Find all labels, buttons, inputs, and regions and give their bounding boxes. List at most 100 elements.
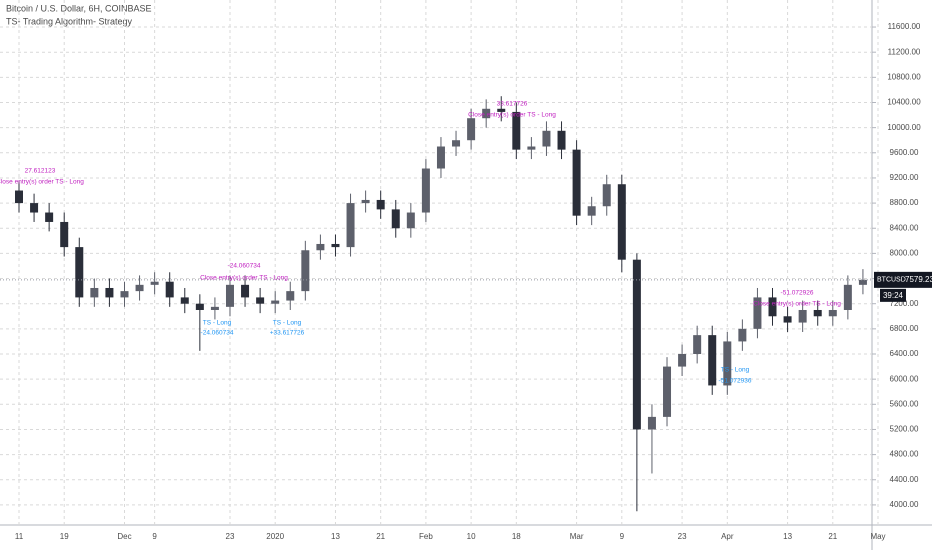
trade-annotation: -51.072936 (719, 378, 752, 385)
x-tick-label: 23 (226, 532, 235, 541)
last-price-label: 7579.23 (905, 275, 932, 284)
countdown-label: 39:24 (883, 291, 904, 300)
y-tick-label: 8000.00 (890, 249, 919, 258)
candle-body (361, 199, 370, 204)
y-tick-label: 9600.00 (890, 148, 919, 157)
candle-body (75, 247, 84, 298)
price-badge (874, 271, 932, 288)
candle-body (301, 250, 310, 292)
candle-body (452, 140, 461, 147)
candle-body (632, 259, 641, 430)
y-tick-label: 10000.00 (887, 123, 921, 132)
candle-body (120, 291, 129, 298)
trade-annotation: Close entry(s) order TS - Long (753, 301, 841, 308)
y-tick-label: 4800.00 (890, 450, 919, 459)
chart-title: Bitcoin / U.S. Dollar, 6H, COINBASE (6, 3, 152, 13)
candle-body (798, 309, 807, 323)
y-tick-label: 5600.00 (890, 399, 919, 408)
candle-body (30, 203, 39, 213)
candle-body (286, 291, 295, 301)
candle-body (135, 284, 144, 292)
candle-body (421, 168, 430, 213)
candle-body (467, 118, 476, 141)
candle-body (678, 354, 687, 367)
trade-annotation: TS - Long (203, 320, 232, 327)
x-tick-label: 9 (620, 532, 625, 541)
candle-body (331, 243, 340, 248)
candle-body (693, 335, 702, 355)
x-tick-label: 21 (828, 532, 837, 541)
candle-body (241, 284, 250, 298)
candle-body (436, 146, 445, 169)
x-tick-label: 19 (60, 532, 69, 541)
candle-body (482, 108, 491, 119)
x-tick-label: 11 (15, 532, 24, 541)
y-tick-label: 5200.00 (890, 425, 919, 434)
y-tick-label: 11600.00 (888, 22, 921, 31)
candle-body (617, 184, 626, 260)
trade-annotation: TS - Long (721, 367, 750, 374)
candle-body (723, 341, 732, 386)
candle-body (768, 297, 777, 317)
candle-body (90, 287, 99, 298)
candle-body (60, 221, 69, 248)
candle-body (376, 199, 385, 210)
x-tick-label: Feb (419, 532, 433, 541)
x-tick-label: Dec (117, 532, 131, 541)
trade-annotation: +33.617726 (270, 330, 305, 337)
trade-annotation: -51.072926 (781, 290, 814, 297)
x-tick-label: May (870, 532, 885, 541)
candle-body (828, 309, 837, 317)
trade-annotation: TS - Long (273, 320, 302, 327)
x-tick-label: 2020 (266, 532, 284, 541)
x-tick-label: 21 (376, 532, 385, 541)
trade-annotation: Close entry(s) order TS - Long (0, 179, 84, 186)
y-tick-label: 6000.00 (890, 374, 919, 383)
x-tick-label: 13 (331, 532, 340, 541)
trade-annotation: -24.060734 (201, 330, 234, 337)
candle-body (572, 149, 581, 216)
x-tick-label: 10 (467, 532, 476, 541)
candle-body (15, 190, 23, 204)
y-tick-label: 10400.00 (887, 98, 921, 107)
trade-annotation: 27.612123 (25, 168, 56, 175)
y-tick-label: 8400.00 (890, 223, 919, 232)
x-tick-label: 9 (152, 532, 157, 541)
candle-body (105, 287, 114, 298)
candle-body (165, 281, 174, 298)
candle-body (497, 108, 506, 112)
candle-body (753, 297, 762, 329)
candle-body (738, 328, 747, 342)
x-tick-label: 13 (783, 532, 792, 541)
candle-body (527, 146, 536, 150)
x-tick-label: 23 (678, 532, 687, 541)
candle-body (843, 284, 852, 310)
candle-body (316, 243, 325, 251)
y-tick-label: 7200.00 (890, 299, 919, 308)
chart-subtitle: TS- Trading Algorithm- Strategy (6, 16, 133, 26)
candle-body (542, 130, 551, 147)
y-tick-label: 4400.00 (890, 475, 919, 484)
trade-annotation: -24.060734 (228, 263, 261, 270)
candle-body (256, 297, 265, 304)
trade-annotation: Close entry(s) order TS - Long (468, 112, 556, 119)
y-tick-label: 8800.00 (890, 198, 919, 207)
candle-body (602, 184, 611, 207)
trade-annotation: Close entry(s) order TS - Long (200, 275, 288, 282)
candle-body (406, 212, 415, 229)
candle-body (858, 279, 867, 285)
symbol-label: BTCUSD (877, 277, 906, 284)
candle-body (195, 303, 204, 310)
candle-body (150, 281, 159, 285)
candle-body (346, 203, 355, 248)
candle-body (783, 316, 792, 323)
y-tick-label: 10800.00 (887, 72, 921, 81)
y-tick-label: 6400.00 (890, 349, 919, 358)
candle-body (813, 309, 822, 317)
x-tick-label: Apr (721, 532, 734, 541)
candle-body (512, 111, 521, 150)
candle-body (391, 209, 400, 229)
x-tick-label: 18 (512, 532, 521, 541)
